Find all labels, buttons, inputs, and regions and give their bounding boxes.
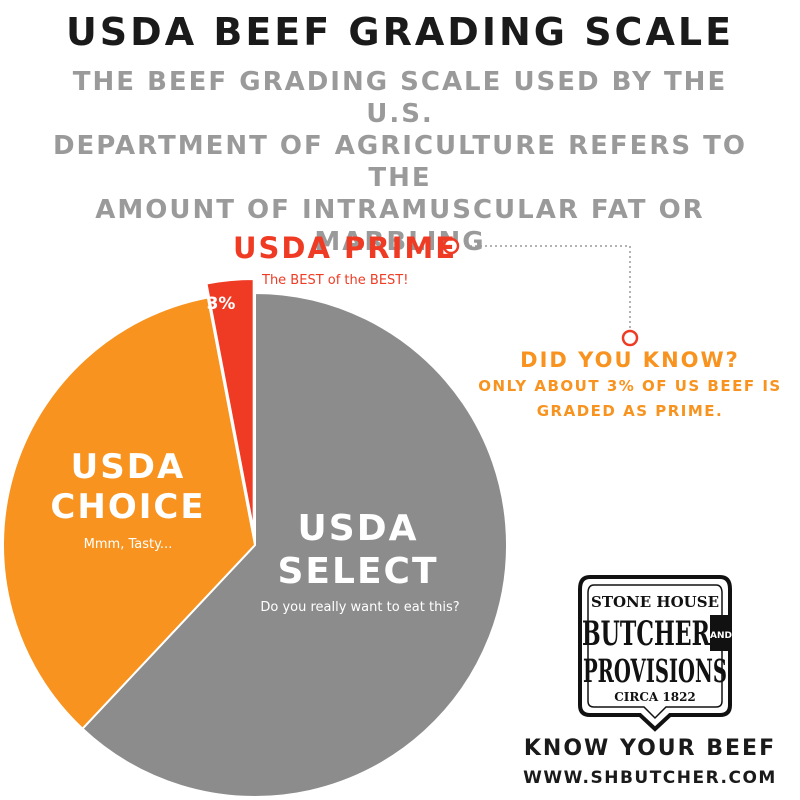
pie-slice-choice — [2, 296, 257, 731]
page-subtitle: THE BEEF GRADING SCALE USED BY THE U.S. … — [40, 66, 760, 258]
fact-text-line: ONLY ABOUT 3% OF US BEEF IS — [478, 377, 782, 395]
logo-and: AND — [710, 631, 732, 641]
prime-label: USDA PRIME — [233, 231, 457, 265]
fact-marker-icon — [621, 329, 639, 347]
prime-caption: The BEST of the BEST! — [261, 273, 408, 288]
page-title: USDA BEEF GRADING SCALE — [65, 10, 735, 54]
footer-tagline: KNOW YOUR BEEF — [523, 736, 777, 761]
logo-line3: PROVISIONS — [583, 652, 727, 690]
fact-text-line: GRADED AS PRIME. — [536, 402, 724, 420]
select-caption: Do you really want to eat this? — [260, 600, 459, 615]
fact-question: DID YOU KNOW? — [520, 348, 740, 372]
choice-caption: Mmm, Tasty... — [84, 537, 173, 552]
choice-label-line2: CHOICE — [50, 487, 205, 527]
pie-slice-prime — [205, 278, 255, 532]
subtitle-line: DEPARTMENT OF AGRICULTURE REFERS TO THE — [52, 131, 748, 193]
prime-marker-icon — [442, 237, 460, 255]
choice-label-line1: USDA — [71, 447, 186, 487]
prime-value-label: 3% — [207, 294, 236, 314]
logo-line2: BUTCHER — [582, 614, 710, 654]
pie-slice-select — [81, 291, 508, 798]
select-label-line2: SELECT — [277, 551, 438, 592]
did-you-know: DID YOU KNOW? ONLY ABOUT 3% OF US BEEF I… — [470, 348, 790, 422]
logo-circa: CIRCA 1822 — [614, 690, 696, 704]
subtitle-line: THE BEEF GRADING SCALE USED BY THE U.S. — [72, 67, 728, 129]
subtitle-line: AMOUNT OF INTRAMUSCULAR FAT OR MARBLING — [95, 195, 705, 257]
logo-line1: STONE HOUSE — [591, 593, 719, 611]
stone-house-logo: STONE HOUSE BUTCHER AND PROVISIONS CIRCA… — [578, 575, 732, 732]
select-label-line1: USDA — [298, 508, 419, 549]
connector-line — [465, 245, 631, 332]
logo-and-badge — [710, 615, 732, 651]
footer-url[interactable]: WWW.SHBUTCHER.COM — [523, 768, 777, 788]
